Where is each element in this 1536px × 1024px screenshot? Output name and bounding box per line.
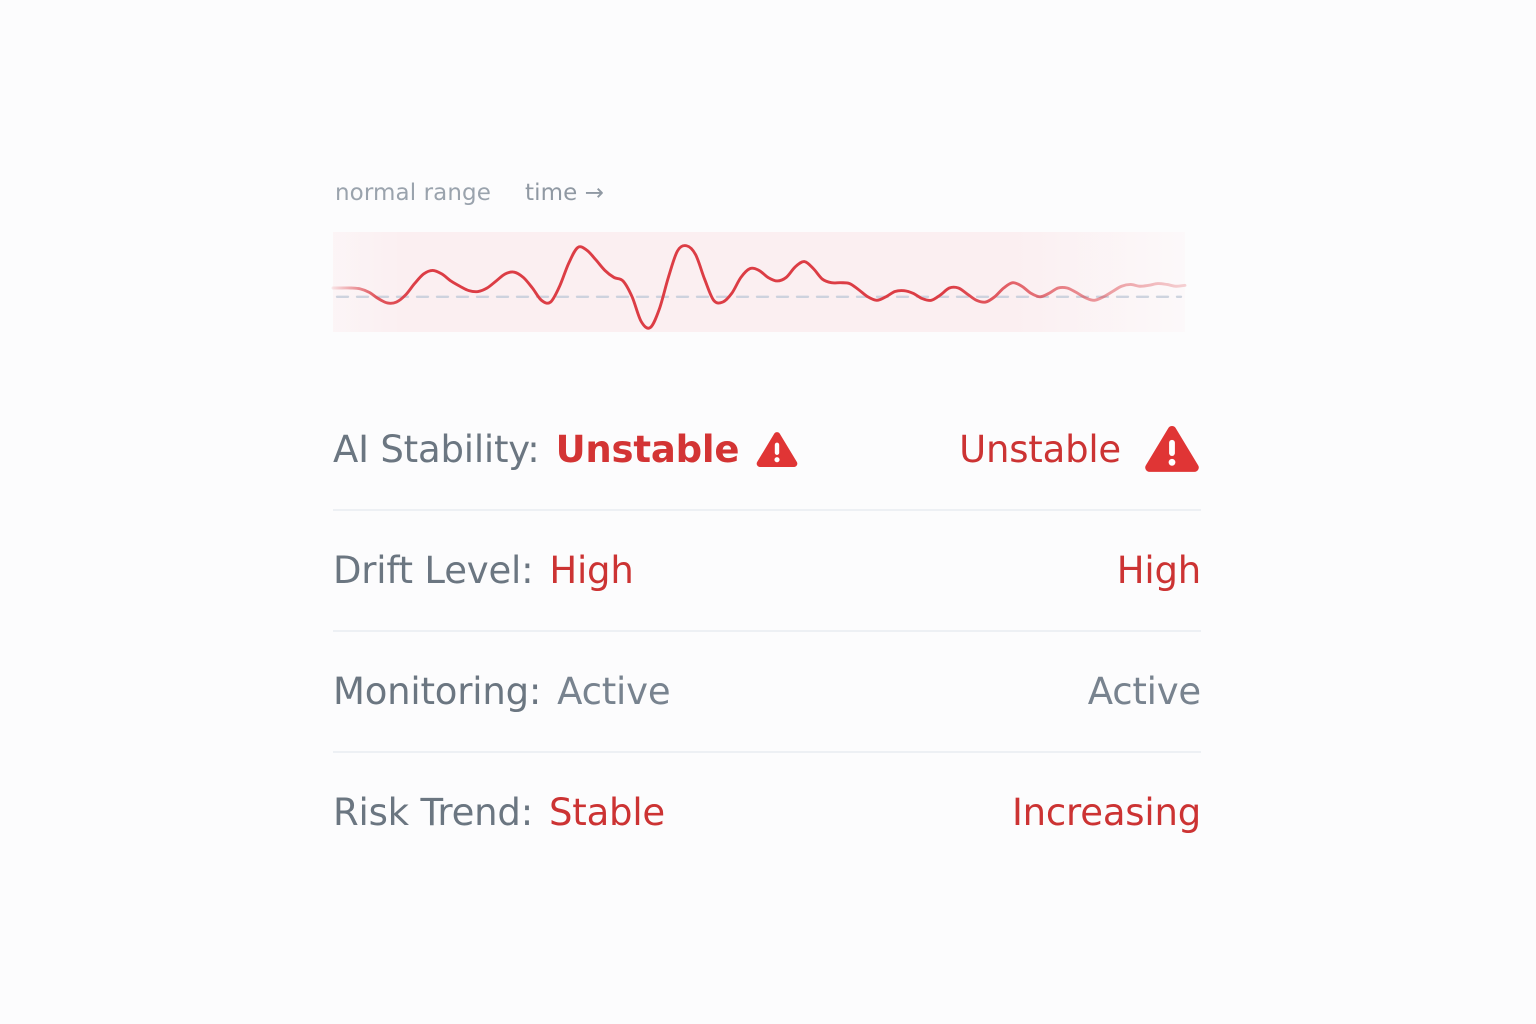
- warning-triangle-icon: [756, 431, 798, 467]
- metric-left-drift-level: Drift Level: High: [333, 549, 634, 592]
- metric-label-risk-trend: Risk Trend:: [333, 791, 533, 834]
- status-badge-risk-trend: Increasing: [1011, 791, 1201, 834]
- status-badge-ai-stability: Unstable: [959, 428, 1121, 471]
- metric-left-risk-trend: Risk Trend: Stable: [333, 791, 665, 834]
- legend-time-axis: time →: [524, 180, 605, 206]
- metric-row-risk-trend[interactable]: Risk Trend: Stable Increasing: [333, 753, 1201, 872]
- metric-left-ai-stability: AI Stability: Unstable: [333, 428, 799, 471]
- metric-value-risk-trend: Stable: [548, 791, 665, 834]
- normal-range-band: [333, 232, 1185, 332]
- metric-value-drift-level: High: [549, 549, 634, 592]
- stability-panel: normal range time →: [331, 180, 1201, 872]
- warning-triangle-icon: [1145, 425, 1199, 472]
- chart-legend: normal range time →: [333, 180, 1201, 220]
- metric-label-drift-level: Drift Level:: [333, 549, 534, 592]
- status-badge-drift-level: High: [1116, 549, 1201, 592]
- metric-label-monitoring: Monitoring:: [333, 670, 542, 713]
- metric-right-drift-level: High: [1117, 549, 1201, 592]
- sparkline-svg: [331, 232, 1187, 332]
- status-badge-monitoring: Active: [1087, 670, 1201, 713]
- metric-row-ai-stability[interactable]: AI Stability: Unstable Unstable: [333, 390, 1201, 511]
- metric-value-monitoring: Active: [557, 670, 671, 713]
- metric-left-monitoring: Monitoring: Active: [333, 670, 671, 713]
- legend-normal-range: normal range: [335, 180, 491, 206]
- metric-right-ai-stability: Unstable: [959, 422, 1201, 477]
- metric-right-monitoring: Active: [1088, 670, 1201, 713]
- stability-sparkline-chart: [331, 232, 1187, 332]
- metric-value-ai-stability: Unstable: [555, 428, 740, 471]
- metric-row-monitoring[interactable]: Monitoring: Active Active: [333, 632, 1201, 753]
- metric-right-risk-trend: Increasing: [1012, 791, 1201, 834]
- metric-label-ai-stability: AI Stability:: [333, 428, 540, 471]
- metric-row-drift-level[interactable]: Drift Level: High High: [333, 511, 1201, 632]
- signal-line: [331, 244, 1187, 330]
- metrics-list: AI Stability: Unstable Unstable Dri: [333, 390, 1201, 872]
